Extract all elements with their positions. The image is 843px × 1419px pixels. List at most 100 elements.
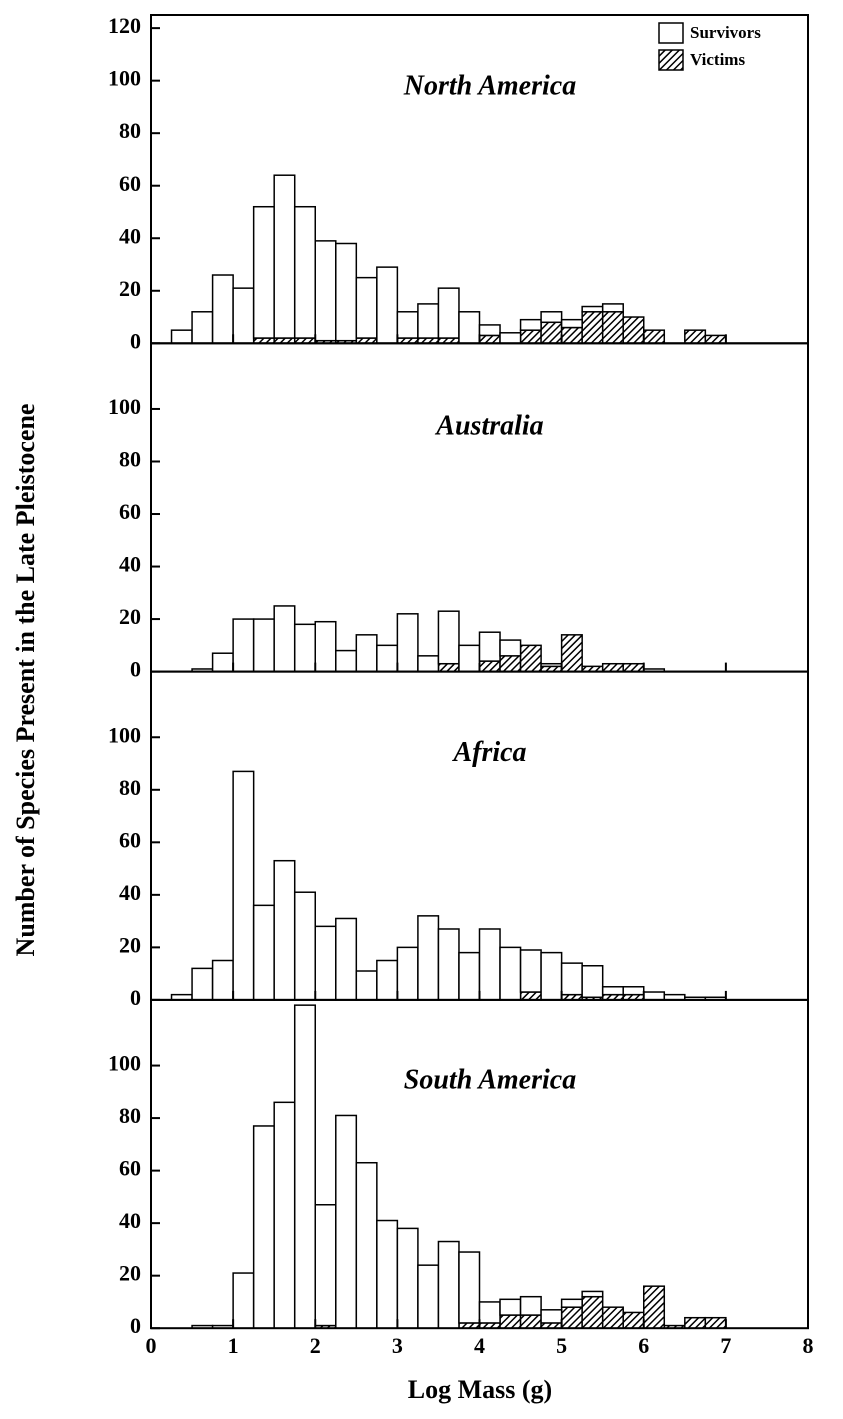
x-tick-label: 1 <box>228 1333 239 1358</box>
y-tick-label: 40 <box>119 223 141 248</box>
bar <box>314 1204 337 1327</box>
bar <box>417 1264 440 1329</box>
bar <box>170 329 193 345</box>
bar <box>581 311 604 345</box>
y-tick-label: 40 <box>119 552 141 577</box>
y-tick-label: 60 <box>119 827 141 852</box>
panel-title: South America <box>404 1064 576 1095</box>
bar <box>211 652 234 673</box>
y-tick-label: 0 <box>130 985 141 1010</box>
bar <box>376 959 399 1001</box>
bar <box>581 305 604 313</box>
y-tick-label: 60 <box>119 1156 141 1181</box>
bar <box>273 605 296 673</box>
x-tick-label: 5 <box>556 1333 567 1358</box>
bar <box>417 655 440 673</box>
y-tick-label: 0 <box>130 1313 141 1338</box>
bar <box>252 205 275 339</box>
bar <box>704 1316 727 1329</box>
bar <box>458 951 481 1001</box>
x-tick-label: 7 <box>720 1333 731 1358</box>
bar <box>293 1004 316 1329</box>
legend-label: Survivors <box>690 23 761 42</box>
bar <box>499 1298 522 1316</box>
bar <box>519 991 542 1001</box>
x-tick-label: 3 <box>392 1333 403 1358</box>
bar <box>335 1114 358 1329</box>
bar <box>643 1285 666 1329</box>
bar <box>519 1314 542 1329</box>
bar <box>540 951 563 1001</box>
bar <box>540 662 563 668</box>
bar <box>601 311 624 345</box>
bar <box>519 644 542 673</box>
legend-label: Victims <box>690 50 745 69</box>
y-tick-label: 100 <box>108 394 141 419</box>
bar <box>417 915 440 1001</box>
bar <box>211 959 234 1001</box>
y-tick-label: 20 <box>119 604 141 629</box>
y-tick-label: 80 <box>119 447 141 472</box>
y-tick-label: 60 <box>119 171 141 196</box>
bar <box>335 649 358 673</box>
bar <box>643 329 666 345</box>
y-tick-label: 80 <box>119 775 141 800</box>
bar <box>684 329 707 345</box>
bar <box>622 1311 645 1329</box>
bar <box>437 1240 460 1329</box>
x-axis-label: Log Mass (g) <box>408 1375 552 1404</box>
bar <box>560 634 583 673</box>
bar <box>560 318 583 329</box>
bar <box>519 949 542 993</box>
bar <box>581 1290 604 1298</box>
bar <box>643 991 666 1001</box>
legend-swatch <box>658 22 684 44</box>
bar <box>684 1316 707 1329</box>
bar <box>211 274 234 345</box>
bar <box>273 859 296 1001</box>
bar <box>458 644 481 673</box>
panel-title: North America <box>403 70 576 101</box>
bar <box>478 928 501 1001</box>
bar <box>478 324 501 337</box>
bar <box>519 329 542 345</box>
bar <box>252 1125 275 1329</box>
bar <box>540 321 563 345</box>
bar <box>458 311 481 345</box>
bar <box>355 276 378 339</box>
bar <box>232 770 255 1001</box>
bar <box>560 326 583 345</box>
bar <box>293 891 316 1001</box>
bar <box>376 644 399 673</box>
bar <box>232 287 255 345</box>
bar <box>499 946 522 1001</box>
y-tick-label: 100 <box>108 722 141 747</box>
bar <box>273 1101 296 1329</box>
bar <box>622 316 645 345</box>
bar <box>519 1295 542 1316</box>
y-tick-label: 20 <box>119 1261 141 1286</box>
panel-title: Australia <box>434 411 543 442</box>
bar <box>499 639 522 657</box>
y-axis-label: Number of Species Present in the Late Pl… <box>11 404 40 957</box>
y-tick-label: 80 <box>119 1103 141 1128</box>
bar <box>293 205 316 339</box>
x-tick-label: 4 <box>474 1333 485 1358</box>
x-tick-label: 8 <box>803 1333 814 1358</box>
y-tick-label: 100 <box>108 66 141 91</box>
bar <box>396 613 419 673</box>
bar <box>478 1301 501 1324</box>
bar <box>560 1306 583 1329</box>
bar <box>232 618 255 673</box>
bar <box>355 634 378 673</box>
bar <box>437 287 460 339</box>
bar <box>478 334 501 345</box>
bar <box>622 662 645 673</box>
bar <box>355 970 378 1001</box>
bar <box>478 631 501 662</box>
bar <box>437 610 460 665</box>
bar <box>355 1161 378 1329</box>
bar <box>499 1314 522 1329</box>
bar <box>437 662 460 673</box>
